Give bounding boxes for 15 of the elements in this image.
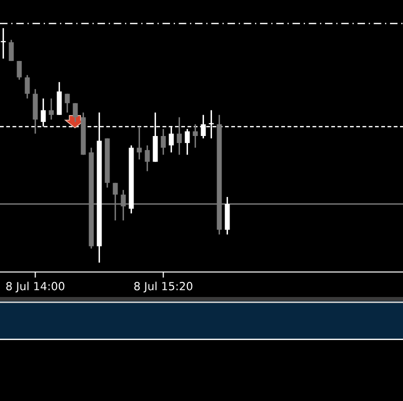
candlestick	[192, 124, 198, 148]
candlestick	[160, 128, 166, 156]
candlestick	[56, 81, 62, 116]
x-tick-label: 8 Jul 14:00	[6, 282, 64, 292]
candlestick	[136, 126, 142, 160]
candlestick	[48, 98, 54, 120]
x-tick-label: 8 Jul 15:20	[134, 282, 192, 292]
candlestick	[144, 144, 150, 172]
candlestick	[24, 74, 30, 100]
candlestick	[64, 93, 70, 114]
candlestick	[176, 116, 182, 156]
candlestick	[184, 128, 190, 156]
candlestick	[8, 39, 14, 62]
candlestick	[16, 60, 22, 80]
candlestick	[72, 102, 78, 123]
